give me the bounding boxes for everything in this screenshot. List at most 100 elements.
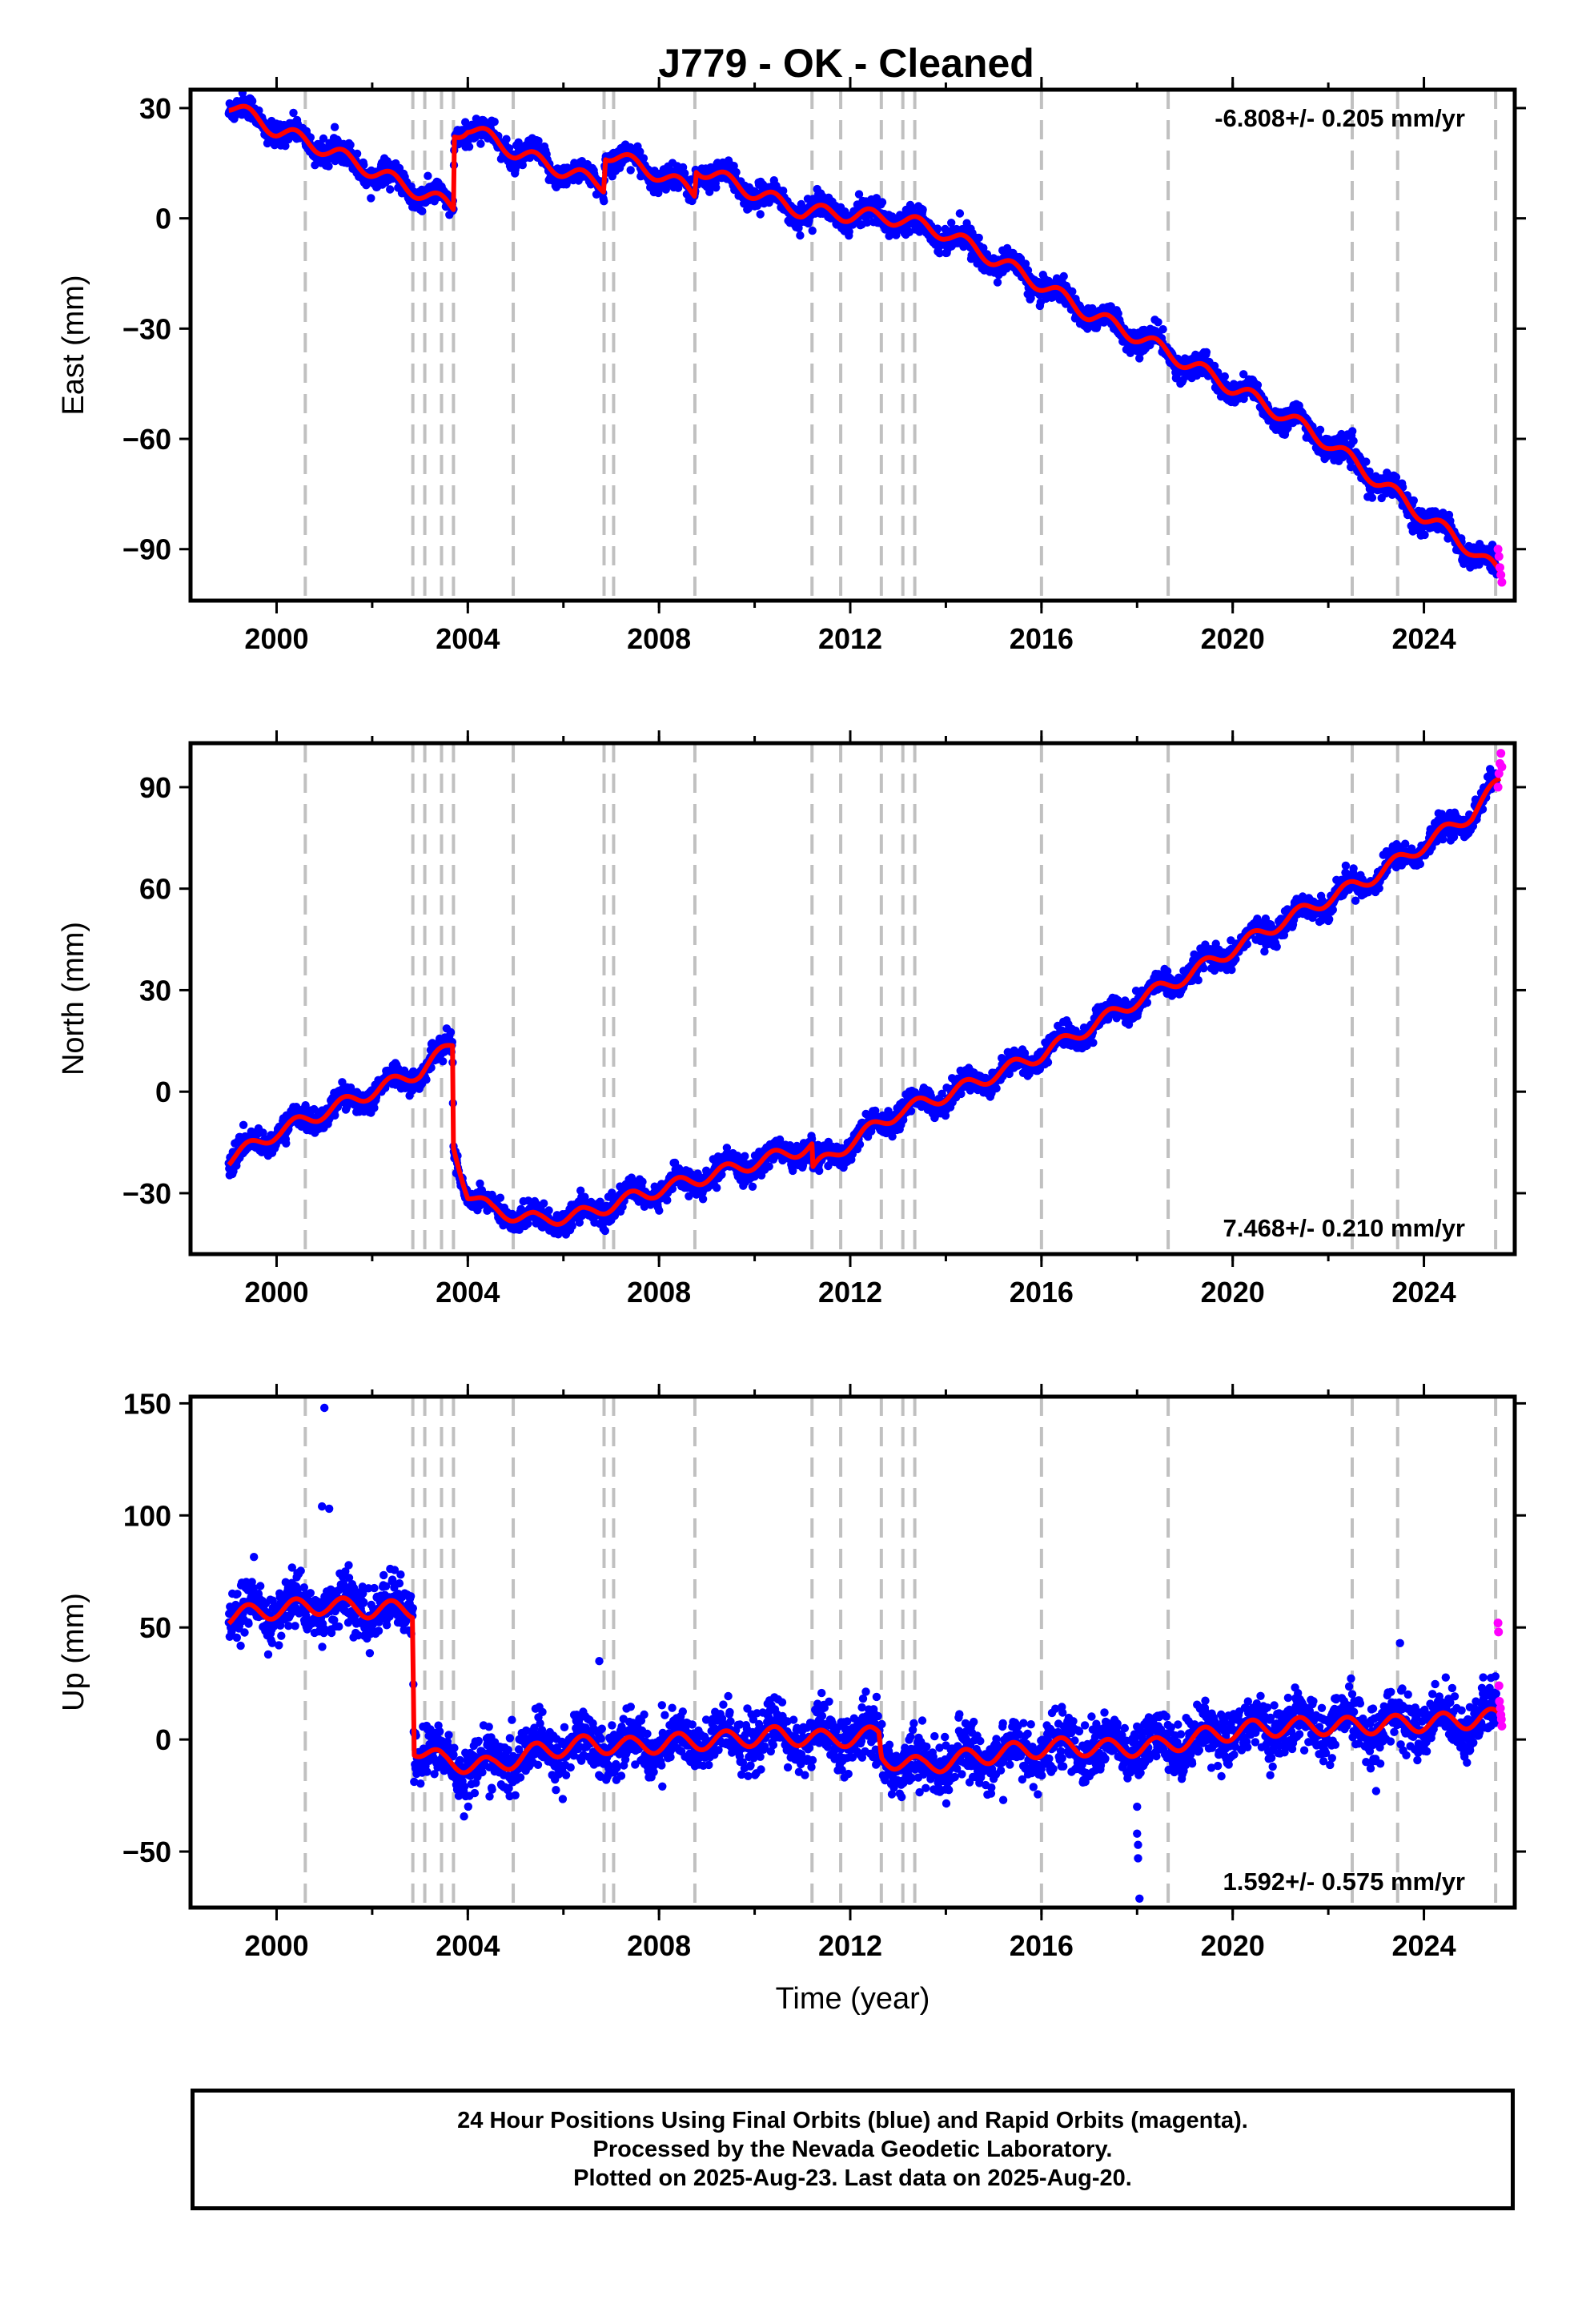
data-point	[1362, 457, 1371, 466]
data-point	[877, 198, 887, 207]
rapid-point	[1494, 552, 1504, 561]
data-point	[712, 183, 721, 192]
y-axis-label: East (mm)	[57, 275, 90, 415]
data-point	[281, 142, 290, 151]
data-point	[1315, 425, 1325, 434]
final-orbit-points	[224, 765, 1501, 1239]
step-lines	[303, 90, 1498, 601]
data-point	[496, 1193, 505, 1202]
data-point	[974, 233, 983, 243]
data-point	[1409, 496, 1419, 505]
data-point	[1253, 380, 1263, 389]
data-point	[544, 1206, 553, 1215]
data-point	[636, 147, 644, 156]
data-point	[476, 139, 485, 148]
data-point	[439, 1057, 448, 1066]
data-point	[1021, 259, 1030, 268]
data-point	[638, 1177, 647, 1186]
data-point	[386, 185, 395, 194]
data-point	[282, 1139, 291, 1148]
step-lines	[303, 743, 1498, 1254]
data-point	[367, 194, 375, 203]
rapid-point	[1497, 577, 1507, 587]
data-point	[748, 1182, 757, 1192]
data-point	[518, 160, 527, 170]
data-point	[1348, 427, 1357, 436]
data-point	[845, 227, 853, 236]
y-tick-label: −90	[122, 533, 171, 566]
data-point	[713, 1184, 721, 1192]
data-point	[808, 226, 817, 235]
data-point	[239, 1120, 248, 1130]
data-point	[600, 1226, 609, 1236]
data-point	[779, 187, 788, 195]
data-point	[346, 140, 355, 150]
y-tick-label: −60	[122, 423, 171, 456]
y-tick-label: 0	[155, 203, 171, 235]
x-tick-label: 2000	[244, 622, 308, 655]
data-point	[933, 224, 942, 233]
data-point	[424, 171, 432, 180]
velocity-label: -6.808+/- 0.205 mm/yr	[1215, 104, 1465, 132]
data-point	[815, 1166, 824, 1176]
data-point	[947, 219, 956, 227]
data-point	[863, 218, 872, 227]
data-point	[1026, 294, 1035, 303]
x-tick-label: 2008	[627, 622, 691, 655]
data-point	[418, 207, 427, 215]
data-point	[1367, 493, 1377, 502]
data-point	[935, 249, 944, 258]
data-point	[673, 183, 683, 192]
data-point	[1135, 354, 1144, 363]
data-point	[918, 205, 927, 214]
x-tick-label: 2004	[436, 622, 500, 655]
y-tick-label: −30	[122, 312, 171, 345]
data-point	[663, 1196, 672, 1204]
data-point	[1420, 530, 1429, 540]
data-point	[872, 194, 881, 203]
data-point	[955, 209, 965, 218]
data-point	[655, 1206, 664, 1215]
data-point	[370, 1104, 379, 1112]
data-point	[324, 162, 333, 171]
x-tick-label: 2024	[1392, 622, 1456, 655]
data-point	[1059, 271, 1068, 281]
data-point	[490, 117, 499, 127]
data-point	[446, 1027, 456, 1037]
data-point	[1154, 318, 1162, 327]
data-point	[698, 1195, 708, 1204]
y-tick-label: 30	[139, 92, 171, 125]
data-point	[289, 108, 298, 118]
data-point	[1239, 370, 1248, 379]
data-point	[626, 166, 635, 175]
model-fit-line	[227, 103, 1503, 574]
data-point	[330, 123, 339, 131]
data-point	[331, 1111, 339, 1120]
data-point	[993, 278, 1002, 287]
final-orbit-points	[224, 90, 1501, 579]
data-point	[1114, 309, 1122, 318]
data-point	[1158, 325, 1167, 334]
data-point	[681, 169, 689, 178]
data-point	[1349, 436, 1358, 445]
data-point	[600, 197, 608, 206]
x-tick-label: 2016	[1010, 622, 1074, 655]
plot-title: J779 - OK - Cleaned	[658, 41, 1034, 86]
data-point	[1220, 372, 1230, 381]
data-point	[729, 162, 738, 171]
data-point	[741, 1152, 749, 1160]
data-point	[1202, 348, 1211, 356]
data-point	[359, 160, 368, 170]
x-tick-label: 2012	[818, 622, 882, 655]
data-point	[352, 149, 362, 159]
data-point	[422, 1076, 431, 1084]
data-point	[540, 1199, 548, 1208]
data-point	[534, 136, 543, 146]
data-point	[568, 1221, 576, 1231]
data-point	[756, 210, 765, 219]
data-point	[464, 143, 474, 151]
data-point	[247, 96, 257, 106]
data-point	[796, 231, 805, 240]
